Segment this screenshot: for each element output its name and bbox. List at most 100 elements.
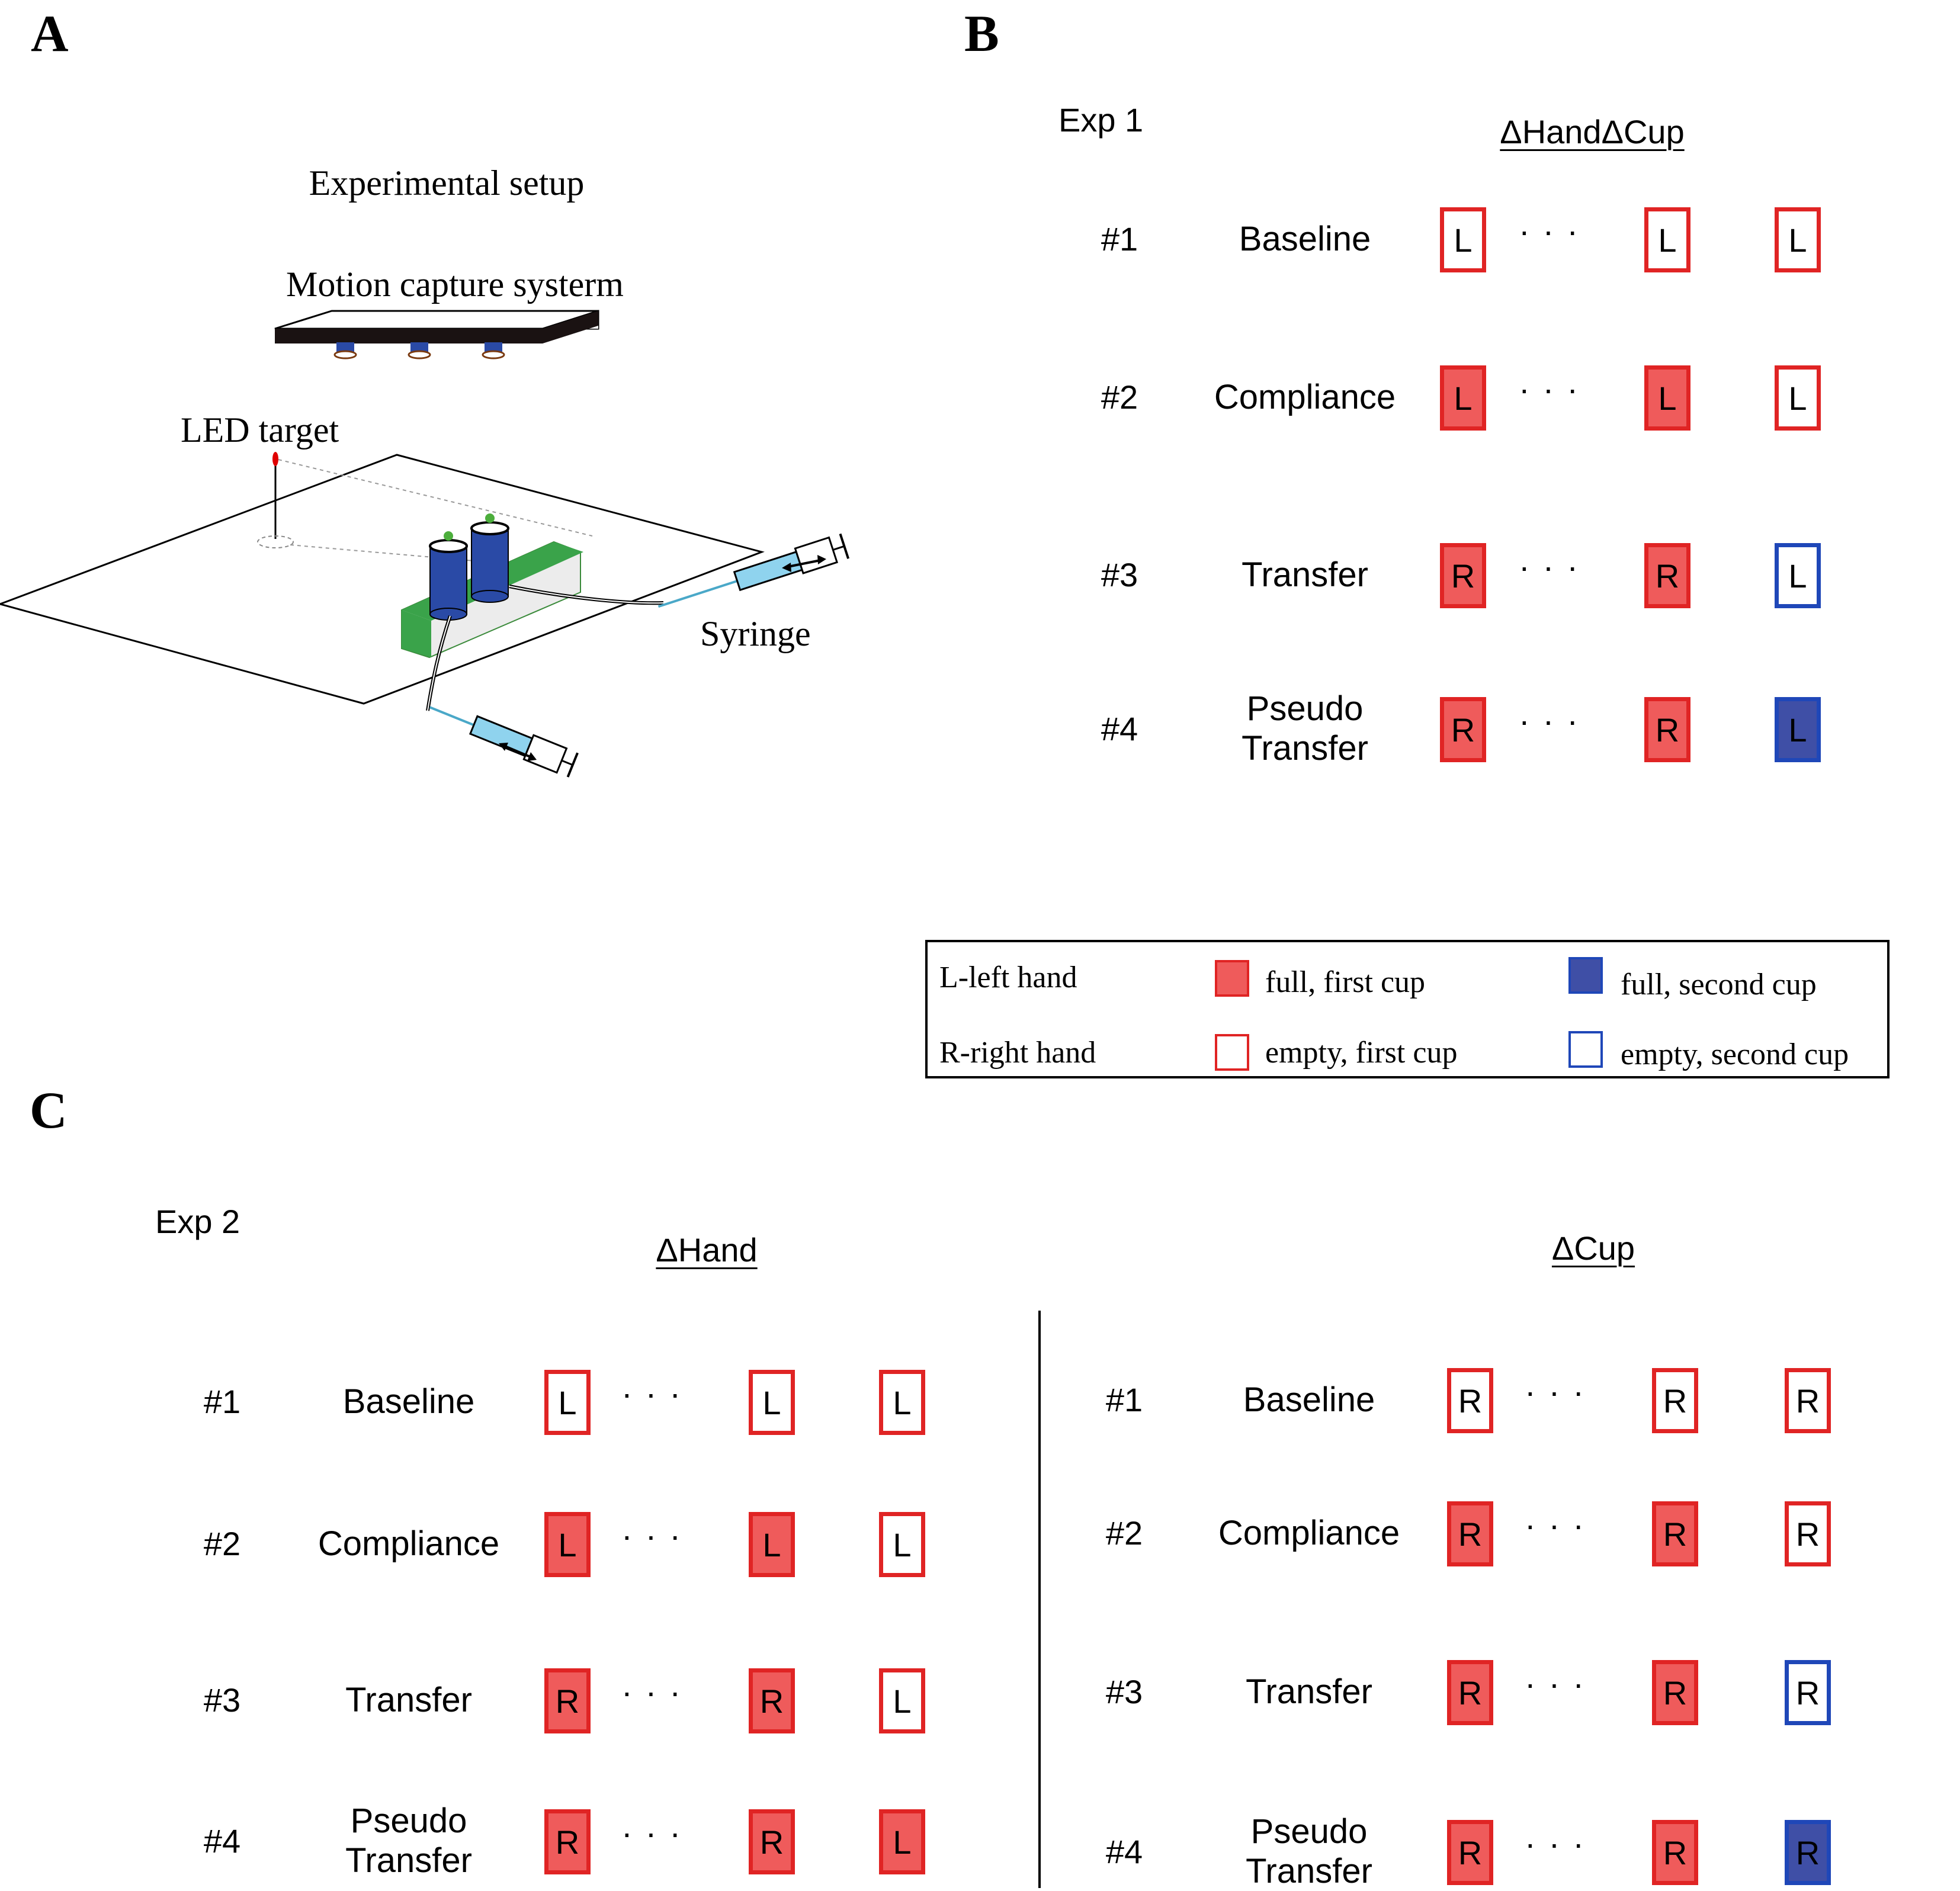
hand-letter: R — [1458, 1674, 1483, 1712]
condition-label: Pseudo Transfer — [1246, 1812, 1372, 1890]
hand-letter: L — [1788, 711, 1807, 749]
hand-letter: L — [558, 1526, 577, 1563]
hand-letter: L — [893, 1682, 912, 1720]
ellipsis-dots: ··· — [621, 1517, 694, 1554]
trial-box-empty-red: R — [1652, 1368, 1698, 1433]
hand-letter: L — [1788, 557, 1807, 595]
legend-swatch-empty-first — [1215, 1034, 1249, 1071]
hand-letter: R — [555, 1682, 580, 1720]
ellipsis-dots: ··· — [1519, 212, 1591, 249]
row-number: #1 — [203, 1383, 241, 1420]
legend-empty-first: empty, first cup — [1265, 1036, 1458, 1070]
trial-box-empty-red: L — [544, 1370, 591, 1435]
row-number: #1 — [1101, 220, 1138, 258]
condition-label: Pseudo Transfer — [345, 1802, 472, 1880]
hand-letter: R — [1458, 1382, 1483, 1420]
trial-box-empty-red: L — [1440, 207, 1486, 272]
trial-box-full-red: R — [1447, 1501, 1493, 1566]
legend-full-second: full, second cup — [1621, 968, 1817, 1001]
hand-letter: R — [1655, 557, 1680, 595]
hand-letter: L — [1658, 221, 1677, 259]
condition-label: Baseline — [1239, 220, 1371, 258]
hand-letter: R — [1451, 711, 1475, 749]
legend-full-first: full, first cup — [1265, 965, 1426, 999]
trial-box-full-red: L — [544, 1512, 591, 1577]
condition-label: Transfer — [1246, 1672, 1372, 1711]
condition-label: Compliance — [1218, 1514, 1400, 1552]
ellipsis-dots: ··· — [1525, 1506, 1597, 1543]
ellipsis-dots: ··· — [1519, 702, 1591, 739]
condition-label: Pseudo Transfer — [1242, 689, 1368, 768]
trial-box-empty-blue: R — [1785, 1660, 1831, 1725]
row-number: #2 — [1105, 1514, 1143, 1552]
setup-illustration — [0, 310, 850, 778]
trial-box-full-blue: L — [1775, 697, 1821, 762]
hand-letter: R — [1663, 1382, 1688, 1420]
column-divider — [1038, 1311, 1041, 1888]
ellipsis-dots: ··· — [1519, 370, 1591, 407]
setup-title: Experimental setup — [309, 163, 585, 203]
trial-box-empty-blue: L — [1775, 543, 1821, 608]
panel-label-c: C — [30, 1082, 68, 1139]
condition-label: Baseline — [342, 1382, 475, 1421]
condition-label: Baseline — [1243, 1380, 1375, 1419]
hand-letter: L — [1788, 221, 1807, 259]
condition-label: Compliance — [317, 1524, 500, 1563]
ellipsis-dots: ··· — [1519, 548, 1591, 585]
trial-box-full-red: R — [1440, 543, 1486, 608]
trial-box-full-red: R — [544, 1668, 591, 1733]
exp2-hand-header: ΔHand — [656, 1231, 758, 1269]
trial-box-empty-red: L — [879, 1370, 925, 1435]
trial-box-full-red: L — [1644, 365, 1690, 431]
hand-letter: L — [762, 1526, 781, 1563]
hand-letter: L — [1454, 379, 1473, 417]
trial-box-full-red: R — [1652, 1660, 1698, 1725]
trial-box-full-red: L — [749, 1512, 795, 1577]
row-number: #2 — [203, 1525, 241, 1562]
hand-letter: L — [893, 1526, 912, 1563]
exp2-cup-header: ΔCup — [1551, 1229, 1635, 1267]
legend-swatch-empty-second — [1568, 1031, 1603, 1068]
ellipsis-dots: ··· — [621, 1814, 694, 1851]
hand-letter: L — [1454, 221, 1473, 259]
condition-label: Transfer — [1242, 556, 1368, 594]
hand-letter: R — [1458, 1834, 1483, 1871]
trial-box-empty-red: R — [1785, 1501, 1831, 1566]
arrow-bottom — [499, 743, 537, 761]
hand-letter: L — [558, 1383, 577, 1421]
motion-capture-label: Motion capture systerm — [286, 265, 624, 304]
exp2-label: Exp 2 — [155, 1203, 240, 1240]
exp1-header: ΔHandΔCup — [1500, 113, 1685, 150]
trial-box-full-red: R — [749, 1809, 795, 1874]
hand-letter: L — [762, 1383, 781, 1421]
legend-left-hand: L-left hand — [939, 961, 1077, 994]
trial-box-empty-red: L — [879, 1668, 925, 1733]
trial-box-full-red: R — [1447, 1660, 1493, 1725]
legend-swatch-full-first — [1215, 960, 1249, 997]
trial-box-full-red: R — [749, 1668, 795, 1733]
hand-letter: R — [1795, 1515, 1820, 1553]
trial-box-empty-red: L — [1644, 207, 1690, 272]
row-number: #1 — [1105, 1381, 1143, 1418]
trial-box-empty-red: L — [1775, 365, 1821, 431]
row-number: #4 — [1101, 710, 1138, 747]
trial-box-empty-red: L — [749, 1370, 795, 1435]
hand-letter: R — [1458, 1515, 1483, 1553]
row-number: #3 — [1105, 1673, 1143, 1710]
condition-label: Transfer — [345, 1681, 472, 1719]
hand-letter: R — [1451, 557, 1475, 595]
row-number: #2 — [1101, 378, 1138, 416]
condition-label: Compliance — [1214, 378, 1396, 416]
row-number: #3 — [1101, 556, 1138, 593]
arrow-right — [782, 555, 826, 572]
hand-letter: R — [1655, 711, 1680, 749]
trial-box-full-red: R — [1652, 1501, 1698, 1566]
hand-letter: R — [1663, 1674, 1688, 1712]
legend-right-hand: R-right hand — [939, 1036, 1096, 1070]
exp1-label: Exp 1 — [1058, 101, 1144, 139]
trial-box-empty-red: R — [1447, 1368, 1493, 1433]
hand-letter: R — [555, 1823, 580, 1861]
trial-box-empty-red: L — [1775, 207, 1821, 272]
trial-box-empty-red: R — [1785, 1368, 1831, 1433]
hand-letter: R — [1663, 1834, 1688, 1871]
